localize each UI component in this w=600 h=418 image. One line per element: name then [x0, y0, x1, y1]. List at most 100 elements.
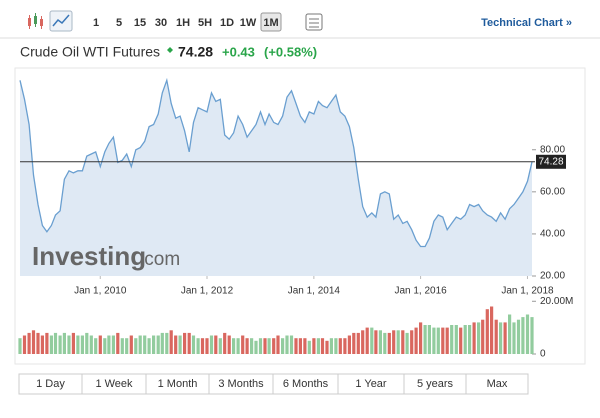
x-tick-label: Jan 1, 2014 — [288, 286, 341, 297]
x-tick-label: Jan 1, 2010 — [74, 286, 127, 297]
volume-bar — [419, 322, 423, 354]
y-tick-label: 20.00 — [540, 271, 565, 282]
period-label[interactable]: 5 years — [417, 378, 454, 390]
x-tick-label: Jan 1, 2012 — [181, 286, 234, 297]
volume-bar — [107, 335, 111, 354]
interval-button[interactable]: 1H — [176, 17, 190, 29]
volume-bar — [396, 330, 400, 354]
volume-bar — [227, 335, 231, 354]
volume-bar — [138, 335, 142, 354]
period-button[interactable] — [465, 373, 529, 395]
volume-bar — [370, 327, 374, 354]
price-area — [20, 80, 532, 276]
volume-bar — [316, 338, 320, 354]
volume-bar — [241, 335, 245, 354]
volume-bar — [374, 330, 378, 354]
volume-bar — [236, 338, 240, 354]
volume-bar — [508, 314, 512, 354]
volume-bar — [432, 327, 436, 354]
volume-bar — [445, 327, 449, 354]
period-label[interactable]: 1 Month — [158, 378, 198, 390]
volume-bar — [62, 332, 66, 354]
volume-bar — [334, 338, 338, 354]
volume-bar — [85, 332, 89, 354]
interval-button[interactable]: 1M — [263, 17, 278, 29]
volume-bar — [218, 338, 222, 354]
volume-bar — [303, 338, 307, 354]
chart-title: Crude Oil WTI Futures — [20, 44, 160, 60]
volume-bar — [18, 338, 22, 354]
volume-bar — [347, 335, 351, 354]
change: +0.43 — [222, 44, 255, 59]
y-tick-label: 80.00 — [540, 144, 565, 155]
volume-bar — [45, 332, 49, 354]
interval-button[interactable]: 30 — [155, 17, 167, 29]
period-label[interactable]: 1 Day — [36, 378, 65, 390]
interval-button[interactable]: 5H — [198, 17, 212, 29]
volume-bar — [67, 335, 71, 354]
toolbar — [0, 0, 600, 38]
volume-bar — [512, 322, 516, 354]
volume-bar — [285, 335, 289, 354]
period-label[interactable]: Max — [487, 378, 508, 390]
volume-bar — [289, 335, 294, 354]
period-label[interactable]: 1 Week — [95, 378, 133, 390]
period-label[interactable]: 3 Months — [218, 378, 264, 390]
volume-bar — [276, 335, 280, 354]
volume-bar — [427, 325, 431, 354]
watermark: Investing .com — [32, 241, 180, 271]
volume-bar — [169, 330, 173, 354]
volume-bar — [392, 330, 396, 354]
volume-bar — [436, 327, 440, 354]
up-indicator — [167, 47, 173, 53]
interval-button[interactable]: 15 — [134, 17, 146, 29]
volume-bar — [120, 338, 124, 354]
volume-bar — [329, 338, 333, 354]
x-tick-label: Jan 1, 2018 — [501, 286, 554, 297]
volume-bar — [94, 338, 98, 354]
volume-bar — [31, 330, 36, 354]
interval-button[interactable]: 1W — [240, 17, 257, 29]
period-label[interactable]: 6 Months — [283, 378, 329, 390]
technical-chart-link[interactable]: Technical Chart » — [481, 17, 572, 29]
volume-bar — [307, 340, 311, 354]
period-label[interactable]: 1 Year — [355, 378, 387, 390]
volume-bar — [125, 338, 129, 354]
last-price-label: 74.28 — [538, 156, 563, 167]
candle-icon[interactable] — [28, 13, 43, 29]
volume-bar — [410, 330, 414, 354]
volume-bar — [343, 338, 347, 354]
volume-bar — [250, 338, 254, 354]
price-line — [19, 77, 533, 248]
interval-button[interactable]: 1D — [220, 17, 234, 29]
volume-bar — [223, 332, 227, 354]
chart-frame — [14, 67, 586, 365]
volume-bar — [378, 330, 382, 354]
line-icon[interactable] — [49, 10, 73, 32]
y-tick-label: 40.00 — [540, 229, 565, 240]
volume-bar — [183, 332, 187, 354]
volume-bar — [263, 338, 267, 354]
interval-button[interactable]: 5 — [116, 17, 122, 29]
interval-active — [260, 12, 282, 32]
volume-bar — [178, 335, 182, 354]
settings-icon[interactable] — [305, 13, 323, 31]
volume-bar — [53, 332, 58, 354]
volume-bar — [129, 335, 133, 354]
watermark-suffix: .com — [139, 249, 180, 270]
volume-bar — [165, 332, 169, 354]
volume-bar — [191, 335, 196, 354]
volume-bar — [245, 338, 249, 354]
volume-bar — [187, 332, 191, 354]
volume-bar — [98, 335, 102, 354]
volume-bar — [516, 319, 521, 354]
watermark-text: Investing — [32, 241, 146, 271]
interval-button[interactable]: 1 — [93, 17, 99, 29]
volume-bar — [481, 319, 485, 354]
volume-bar — [152, 335, 156, 354]
volume-bar — [232, 338, 236, 354]
volume-bar — [111, 335, 115, 354]
volume-bar — [267, 338, 271, 354]
volume-tick-label: 20.00M — [540, 296, 573, 307]
